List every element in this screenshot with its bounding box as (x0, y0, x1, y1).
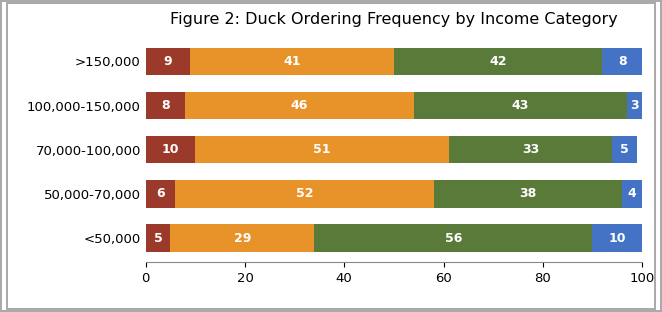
Text: 4: 4 (628, 188, 637, 201)
Text: 29: 29 (234, 232, 251, 245)
Text: 41: 41 (283, 55, 301, 68)
Bar (171, 224, 314, 252)
Bar (146, 224, 171, 252)
Bar (414, 92, 628, 119)
Text: 3: 3 (630, 99, 639, 112)
Bar (622, 180, 642, 208)
Text: 10: 10 (162, 143, 179, 156)
Text: 6: 6 (156, 188, 165, 201)
Text: 56: 56 (445, 232, 462, 245)
Bar (434, 180, 622, 208)
Text: 33: 33 (522, 143, 539, 156)
Text: 46: 46 (291, 99, 308, 112)
Bar (146, 136, 195, 163)
Text: 8: 8 (618, 55, 627, 68)
Bar (628, 92, 642, 119)
Text: 42: 42 (489, 55, 507, 68)
Bar (314, 224, 592, 252)
Text: 43: 43 (512, 99, 529, 112)
Text: 8: 8 (161, 99, 170, 112)
Bar (185, 92, 414, 119)
Bar (191, 48, 394, 75)
Bar (602, 48, 642, 75)
Text: 10: 10 (608, 232, 626, 245)
Bar (146, 92, 185, 119)
Bar (146, 180, 175, 208)
Text: 52: 52 (296, 188, 313, 201)
Bar (175, 180, 434, 208)
Text: 5: 5 (154, 232, 162, 245)
Bar (394, 48, 602, 75)
Text: 9: 9 (164, 55, 172, 68)
Text: 5: 5 (620, 143, 629, 156)
Bar (146, 48, 191, 75)
Title: Figure 2: Duck Ordering Frequency by Income Category: Figure 2: Duck Ordering Frequency by Inc… (170, 12, 618, 27)
Bar (612, 136, 638, 163)
Bar (449, 136, 612, 163)
Text: 51: 51 (313, 143, 330, 156)
Bar (592, 224, 642, 252)
Bar (195, 136, 449, 163)
Text: 38: 38 (519, 188, 537, 201)
